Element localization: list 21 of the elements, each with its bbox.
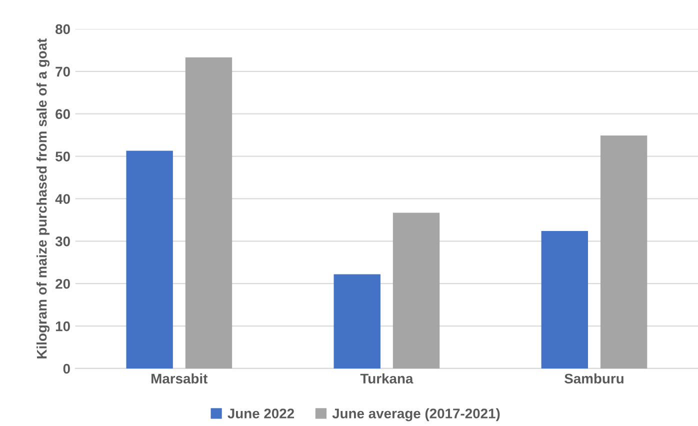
bar xyxy=(334,274,380,368)
legend-label: June 2022 xyxy=(228,408,294,418)
legend-label: June average (2017-2021) xyxy=(332,408,500,422)
bar xyxy=(541,230,588,368)
y-tick-label: 70 xyxy=(56,66,70,77)
x-tick-label: Samburu xyxy=(564,373,624,384)
x-tick-label: Turkana xyxy=(360,373,414,384)
y-axis-title: Kilogram of maize purchased from sale of a goat xyxy=(36,38,50,358)
y-tick-label: 30 xyxy=(55,236,70,246)
bar xyxy=(185,57,232,368)
y-tick-label: 20 xyxy=(56,278,70,289)
y-tick-label: 10 xyxy=(56,321,70,332)
bar xyxy=(392,212,440,368)
y-tick-label: 80 xyxy=(56,24,70,34)
y-tick-label: 50 xyxy=(56,152,70,162)
y-tick-label: 40 xyxy=(55,194,70,204)
x-tick-label: Marsabit xyxy=(152,373,208,384)
y-tick-label: 0 xyxy=(63,364,70,374)
bar xyxy=(600,135,648,368)
y-tick-label: 60 xyxy=(56,109,70,120)
bar xyxy=(126,150,173,368)
